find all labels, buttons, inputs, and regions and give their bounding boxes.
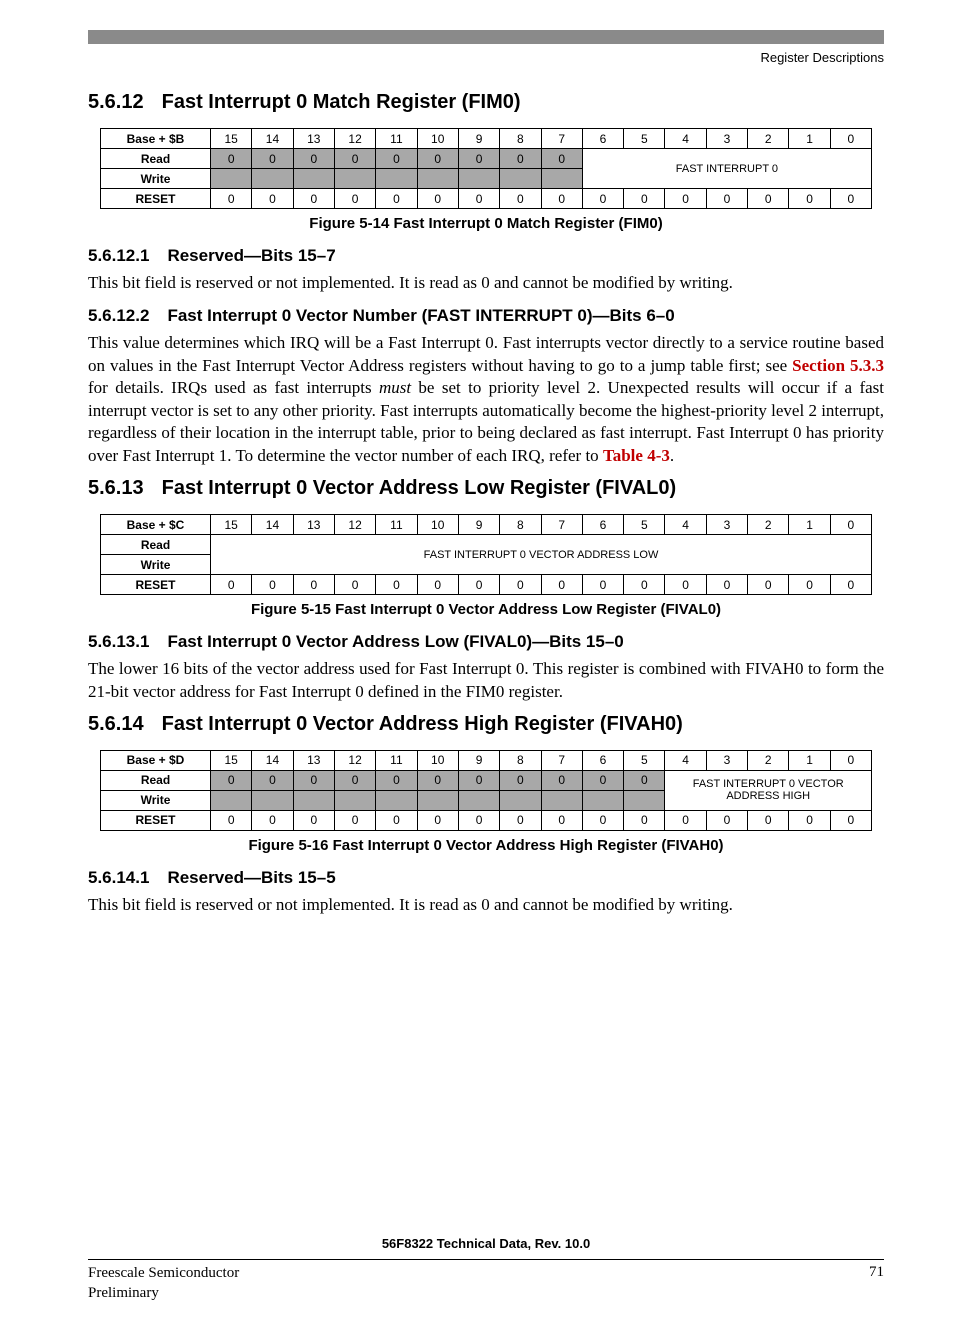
body-text: This value determines which IRQ will be …	[88, 332, 884, 467]
page-number: 71	[869, 1264, 884, 1303]
xref-section-5-3-3[interactable]: Section 5.3.3	[792, 356, 884, 375]
table-row: RESET 0000000000000000	[101, 189, 872, 209]
reset-label: RESET	[101, 189, 211, 209]
subsection-5-6-13-1-heading: 5.6.13.1Fast Interrupt 0 Vector Address …	[88, 632, 884, 652]
subsection-5-6-12-1-heading: 5.6.12.1Reserved—Bits 15–7	[88, 246, 884, 266]
figure-caption: Figure 5-16 Fast Interrupt 0 Vector Addr…	[88, 837, 884, 854]
figure-caption: Figure 5-15 Fast Interrupt 0 Vector Addr…	[88, 601, 884, 618]
header-bar	[88, 30, 884, 44]
read-label: Read	[101, 149, 211, 169]
page: Register Descriptions 5.6.12 Fast Interru…	[0, 0, 954, 1343]
write-label: Write	[101, 169, 211, 189]
subsection-5-6-14-1-heading: 5.6.14.1Reserved—Bits 15–5	[88, 868, 884, 888]
footer-revision: 56F8322 Technical Data, Rev. 10.0	[88, 1236, 884, 1251]
section-5-6-13-heading: 5.6.13Fast Interrupt 0 Vector Address Lo…	[88, 477, 884, 500]
table-row: Read FAST INTERRUPT 0 VECTOR ADDRESS LOW	[101, 535, 872, 555]
table-row: Read 00000000000 FAST INTERRUPT 0 VECTOR…	[101, 770, 872, 790]
footer-left: Freescale Semiconductor Preliminary	[88, 1264, 239, 1303]
register-table-fim0: Base + $B 1514131211109876543210 Read 00…	[88, 128, 884, 209]
section-5-6-14-heading: 5.6.14Fast Interrupt 0 Vector Address Hi…	[88, 713, 884, 736]
field-vector-address-high: FAST INTERRUPT 0 VECTORADDRESS HIGH	[665, 770, 872, 810]
offset-cell: Base + $B	[101, 129, 211, 149]
body-text: This bit field is reserved or not implem…	[88, 272, 884, 294]
xref-table-4-3[interactable]: Table 4-3	[603, 446, 670, 465]
body-text: This bit field is reserved or not implem…	[88, 894, 884, 916]
register-table-fivah0: Base + $D 1514131211109876543210 Read 00…	[88, 750, 884, 831]
table-row: RESET 0000000000000000	[101, 810, 872, 830]
header-text: Register Descriptions	[88, 50, 884, 65]
page-footer: 56F8322 Technical Data, Rev. 10.0 Freesc…	[88, 1236, 884, 1303]
table-row: Base + $D 1514131211109876543210	[101, 750, 872, 770]
body-text: The lower 16 bits of the vector address …	[88, 658, 884, 703]
section-title: Fast Interrupt 0 Match Register (FIM0)	[162, 91, 521, 113]
figure-caption: Figure 5-14 Fast Interrupt 0 Match Regis…	[88, 215, 884, 232]
table-row: RESET 0000000000000000	[101, 575, 872, 595]
field-vector-address-low: FAST INTERRUPT 0 VECTOR ADDRESS LOW	[211, 535, 872, 575]
subsection-5-6-12-2-heading: 5.6.12.2Fast Interrupt 0 Vector Number (…	[88, 306, 884, 326]
table-row: Read 000000000 FAST INTERRUPT 0	[101, 149, 872, 169]
register-table-fival0: Base + $C 1514131211109876543210 Read FA…	[88, 514, 884, 595]
offset-cell: Base + $D	[101, 750, 211, 770]
field-fast-interrupt-0: FAST INTERRUPT 0	[582, 149, 871, 189]
section-5-6-12-heading: 5.6.12 Fast Interrupt 0 Match Register (F…	[88, 91, 884, 114]
section-number: 5.6.12	[88, 91, 144, 114]
offset-cell: Base + $C	[101, 515, 211, 535]
table-row: Base + $C 1514131211109876543210	[101, 515, 872, 535]
table-row: Base + $B 1514131211109876543210	[101, 129, 872, 149]
